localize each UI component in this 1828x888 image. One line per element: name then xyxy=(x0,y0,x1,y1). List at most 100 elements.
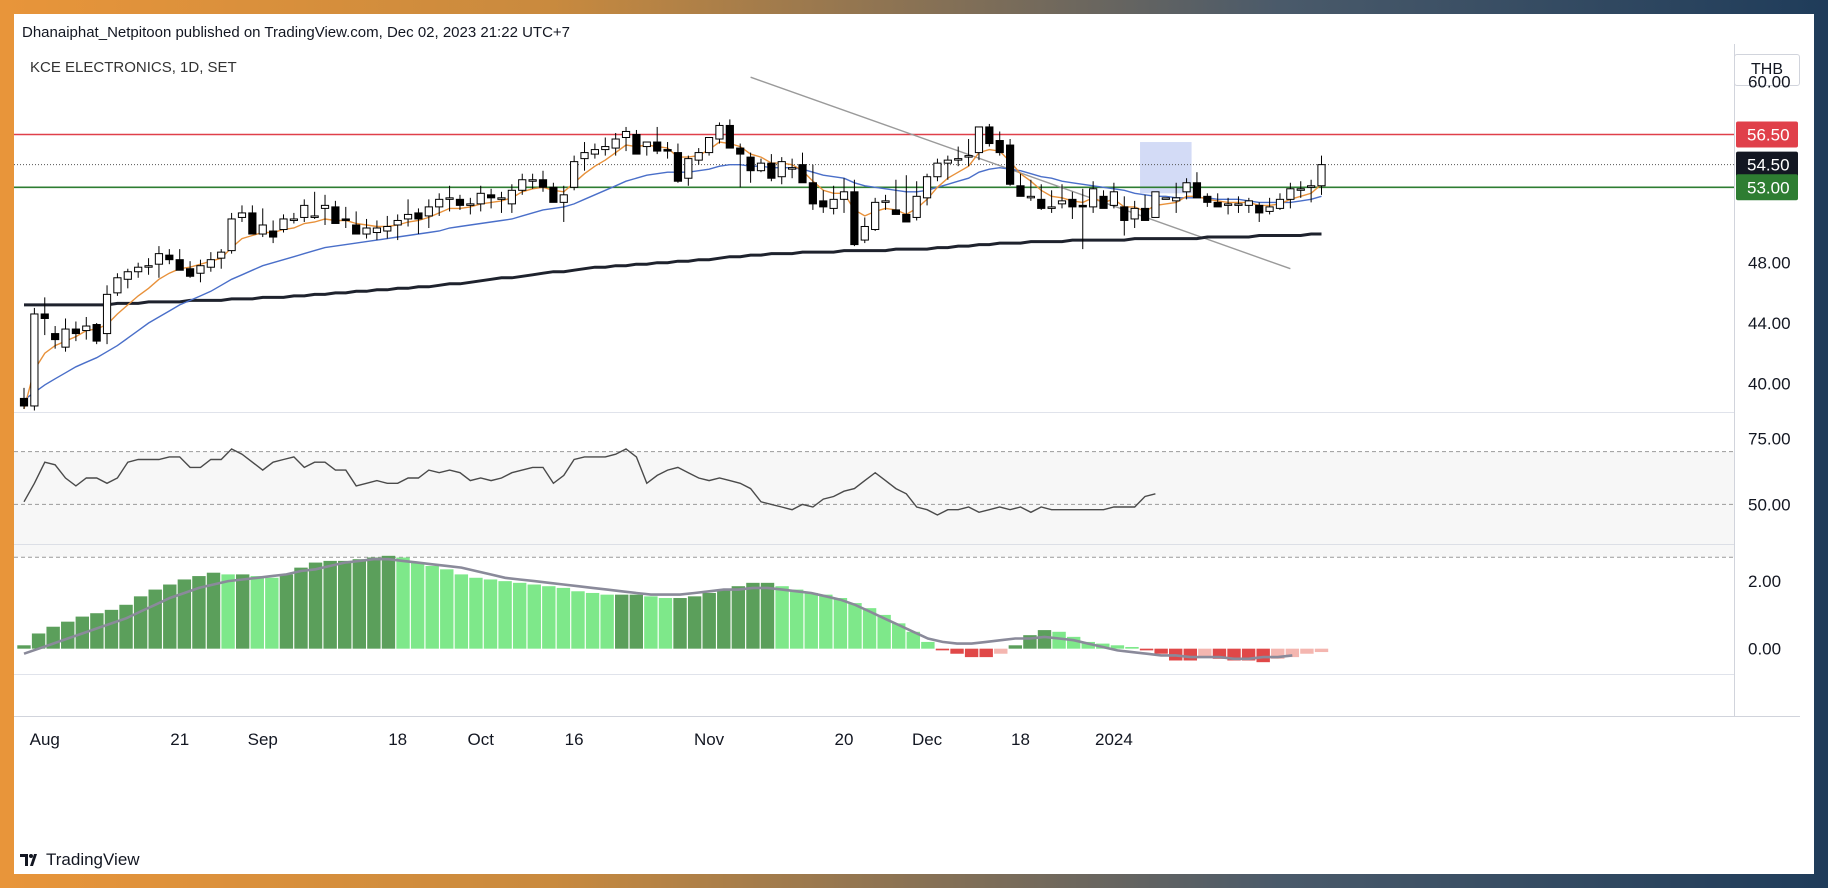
candle xyxy=(673,143,683,183)
candle xyxy=(445,185,454,212)
candle-body xyxy=(829,198,838,209)
candle xyxy=(175,249,184,271)
histogram-bar xyxy=(615,594,629,649)
price-level-badge: 56.50 xyxy=(1736,121,1798,148)
histogram-bar xyxy=(775,586,789,649)
candle-body xyxy=(466,203,475,206)
histogram-bar xyxy=(1139,648,1154,651)
candle-body xyxy=(61,328,70,348)
candle xyxy=(497,191,506,213)
brand-label[interactable]: TradingView xyxy=(46,850,140,869)
candle xyxy=(1161,197,1170,200)
candle-body xyxy=(248,212,257,235)
candle xyxy=(341,206,350,228)
price-badge-bg xyxy=(1736,174,1798,201)
price-badge-label: 53.00 xyxy=(1747,178,1790,197)
histogram-bar xyxy=(1081,641,1095,649)
candle xyxy=(528,173,537,189)
candle-body xyxy=(756,162,766,172)
candle-body xyxy=(1286,188,1295,200)
candle-body xyxy=(1140,207,1150,221)
histogram-bar xyxy=(585,592,600,649)
candle xyxy=(362,218,371,239)
candle-body xyxy=(1172,197,1181,202)
histogram-bar xyxy=(862,608,877,649)
candle-body xyxy=(777,161,786,178)
candle-body xyxy=(1223,203,1233,206)
candle-body xyxy=(113,277,122,294)
chart-canvas[interactable]: 60.00 48.00 44.00 40.00 75.00 50.00 2.00 0.00 56… xyxy=(14,14,1814,844)
panel-divider xyxy=(14,544,1734,545)
candle-body xyxy=(19,397,29,407)
histogram-bar xyxy=(483,579,498,649)
histogram-bar xyxy=(600,594,614,649)
time-axis-border xyxy=(14,716,1800,717)
histogram-bar xyxy=(425,565,439,649)
candle-body xyxy=(102,293,112,335)
candle xyxy=(964,139,973,167)
candle-body xyxy=(902,213,911,223)
time-tick-label: 18 xyxy=(388,730,407,749)
candle xyxy=(310,191,319,219)
histogram-bar xyxy=(235,574,250,649)
candle xyxy=(1286,182,1295,209)
candle-body xyxy=(1078,204,1087,208)
candle-body xyxy=(933,162,942,178)
candle xyxy=(289,212,298,224)
candle-body xyxy=(300,204,309,218)
candle-body xyxy=(289,218,298,221)
candle xyxy=(1006,139,1015,186)
candle xyxy=(590,143,599,159)
price-badge-label: 56.50 xyxy=(1747,125,1790,144)
candle-body xyxy=(1057,200,1067,205)
candle-body xyxy=(1203,195,1212,203)
candle-body xyxy=(694,152,703,161)
candle xyxy=(756,158,766,173)
candle xyxy=(725,119,734,149)
candle xyxy=(1296,181,1305,198)
candle xyxy=(736,143,745,188)
candle xyxy=(684,155,693,186)
candle-body xyxy=(71,328,80,335)
candle xyxy=(549,182,558,203)
candle xyxy=(891,179,901,215)
time-tick-label: Oct xyxy=(467,730,494,749)
candle-body xyxy=(881,200,890,203)
histogram-bar xyxy=(1256,648,1270,663)
price-tick-label: 40.00 xyxy=(1748,374,1791,393)
candle xyxy=(144,258,153,275)
candle xyxy=(954,146,963,167)
candle xyxy=(414,208,423,235)
candle xyxy=(912,181,921,221)
candle-body xyxy=(580,152,589,160)
histogram-bar xyxy=(1066,636,1081,649)
candle xyxy=(403,199,413,227)
histogram-bar xyxy=(1212,648,1227,659)
candle xyxy=(922,173,932,206)
candle-body xyxy=(331,206,340,224)
candle xyxy=(611,132,620,156)
histogram-bar xyxy=(17,645,31,649)
candle-body xyxy=(1161,197,1170,200)
candle-body xyxy=(123,271,132,280)
candle-body xyxy=(237,212,247,218)
candle-body xyxy=(985,126,994,145)
candle-body xyxy=(528,179,537,182)
candle-body xyxy=(1296,188,1305,191)
candle-body xyxy=(725,124,734,149)
histogram-bar xyxy=(1154,648,1168,654)
histogram-bar xyxy=(177,579,192,649)
candle xyxy=(279,214,288,233)
candle-body xyxy=(310,215,319,218)
candle-body xyxy=(621,130,631,139)
candle-body xyxy=(144,265,153,268)
candle xyxy=(393,214,402,241)
symbol-title[interactable]: KCE ELECTRONICS, 1D, SET xyxy=(30,59,237,76)
candle xyxy=(92,323,101,345)
histogram-tick-label: 0.00 xyxy=(1748,640,1781,659)
candle-body xyxy=(943,159,952,164)
histogram-bar xyxy=(906,631,921,649)
candle xyxy=(1172,182,1181,213)
histogram-bar xyxy=(979,648,993,658)
